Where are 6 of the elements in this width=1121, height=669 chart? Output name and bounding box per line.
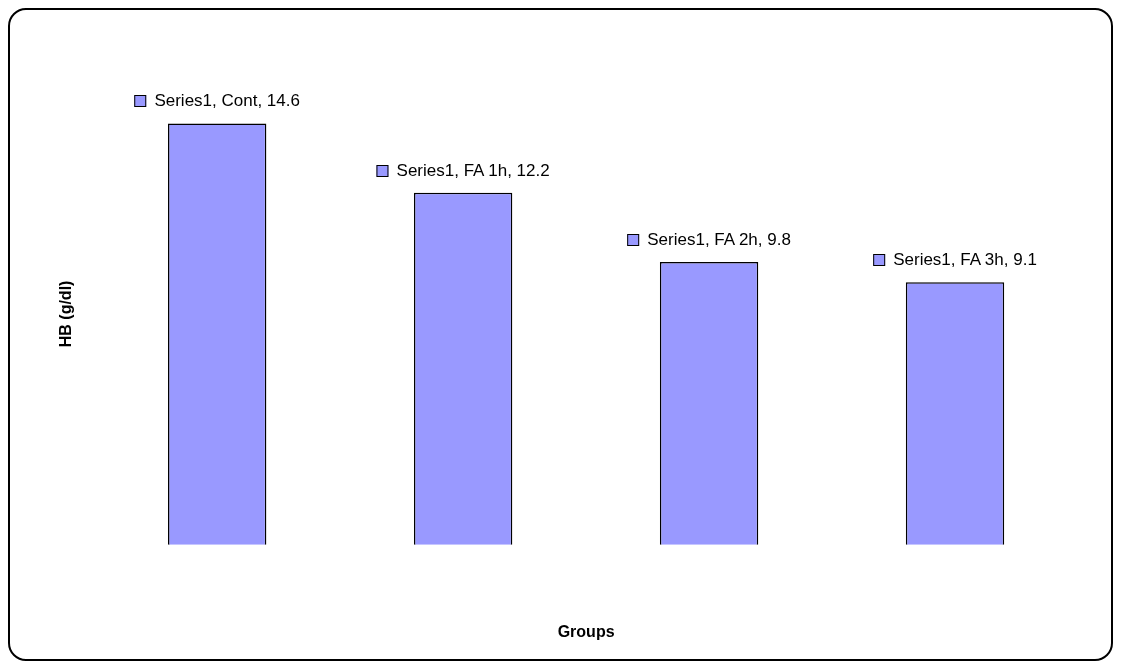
data-label: Series1, FA 3h, 9.1 bbox=[893, 250, 1037, 271]
x-axis-title: Groups bbox=[557, 622, 615, 640]
data-label: Series1, Cont, 14.6 bbox=[154, 91, 300, 112]
data-label: Series1, FA 2h, 9.8 bbox=[647, 229, 791, 250]
data-label: Series1, FA 1h, 12.2 bbox=[396, 160, 550, 181]
y-axis-title: HB (g/dl) bbox=[57, 280, 75, 348]
